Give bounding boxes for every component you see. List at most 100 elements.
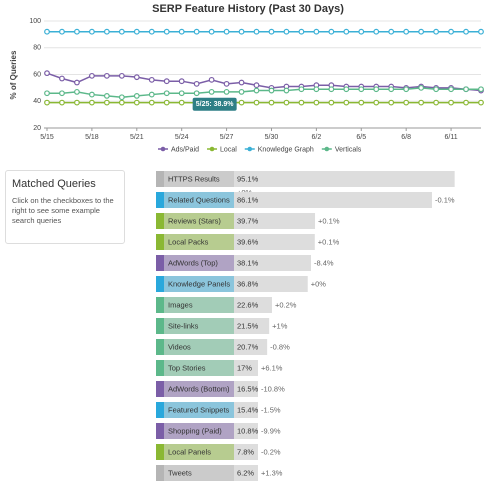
point	[133, 92, 140, 99]
point	[88, 91, 95, 98]
point	[163, 99, 170, 106]
feature-share: 39.6%	[237, 237, 259, 246]
legend-item: Verticals	[321, 146, 362, 153]
feature-name: Site-links	[168, 321, 199, 330]
feature-bar	[156, 318, 270, 334]
feature-change: -10.8%	[261, 384, 285, 393]
y-axis-label: % of Queries	[9, 50, 18, 99]
point	[103, 92, 110, 99]
point	[44, 99, 50, 106]
tooltip-text: 5/25: 38.9%	[196, 101, 235, 108]
feature-label-bg	[164, 465, 234, 481]
feature-change: -0.2%	[261, 447, 281, 456]
feature-change: +0.1%	[318, 216, 340, 225]
point	[193, 28, 200, 35]
y-tick-label: 80	[33, 45, 41, 52]
feature-checkbox[interactable]	[156, 192, 164, 208]
feature-change: +1%	[272, 321, 288, 330]
x-tick-label: 5/27	[220, 134, 234, 141]
point	[313, 28, 320, 35]
legend-marker	[247, 146, 253, 152]
feature-checkbox[interactable]	[156, 234, 164, 250]
point	[74, 88, 80, 95]
feature-name: Related Questions	[168, 195, 230, 204]
point	[463, 86, 469, 93]
feature-share: 39.7%	[237, 216, 259, 225]
point	[418, 28, 425, 35]
point	[463, 99, 469, 106]
feature-checkbox[interactable]	[156, 318, 164, 334]
feature-change: -9.9%	[261, 426, 281, 435]
point	[118, 72, 125, 79]
feature-change: +6.1%	[261, 363, 283, 372]
feature-bar	[156, 276, 308, 292]
feature-change: +1.3%	[261, 468, 283, 477]
point	[208, 76, 215, 83]
point	[208, 88, 215, 95]
feature-name: Featured Snippets	[168, 405, 230, 414]
panel-title: Matched Queries	[12, 178, 96, 190]
feature-label-bg	[164, 360, 234, 376]
feature-checkbox[interactable]	[156, 360, 164, 376]
feature-bar	[156, 423, 258, 439]
feature-share: 15.4%	[237, 405, 259, 414]
point	[433, 28, 440, 35]
feature-label-bg	[164, 423, 234, 439]
point	[163, 90, 170, 97]
point	[448, 28, 454, 35]
feature-change: -0.8%	[270, 342, 290, 351]
legend-label: Ads/Paid	[171, 146, 199, 153]
feature-checkbox[interactable]	[156, 381, 164, 397]
point	[298, 86, 305, 93]
point	[313, 99, 320, 106]
feature-change: -1.5%	[261, 405, 281, 414]
feature-checkbox[interactable]	[156, 402, 164, 418]
point	[238, 88, 245, 95]
point	[403, 99, 410, 106]
feature-bar	[156, 255, 312, 271]
point	[223, 80, 230, 87]
point	[238, 99, 245, 106]
point	[148, 91, 155, 98]
feature-name: Knowledge Panels	[168, 279, 230, 288]
point	[343, 28, 350, 35]
feature-label-bg	[164, 171, 234, 187]
point	[373, 86, 380, 93]
feature-bar	[156, 444, 258, 460]
feature-checkbox[interactable]	[156, 171, 164, 187]
point	[88, 99, 95, 106]
series-line	[47, 87, 481, 98]
feature-label-bg	[164, 276, 234, 292]
point	[403, 28, 410, 35]
point	[268, 99, 275, 106]
point	[59, 75, 65, 82]
feature-checkbox[interactable]	[156, 444, 164, 460]
feature-checkbox[interactable]	[156, 276, 164, 292]
feature-checkbox[interactable]	[156, 255, 164, 271]
y-tick-label: 60	[33, 71, 41, 78]
point	[223, 88, 230, 95]
feature-checkbox[interactable]	[156, 297, 164, 313]
point	[358, 99, 365, 106]
point	[463, 28, 469, 35]
feature-name: AdWords (Top)	[168, 258, 218, 267]
feature-bar	[156, 297, 272, 313]
feature-change: -0.1%	[435, 195, 455, 204]
feature-share: 17%	[237, 363, 252, 372]
feature-checkbox[interactable]	[156, 339, 164, 355]
point	[103, 72, 110, 79]
feature-checkbox[interactable]	[156, 213, 164, 229]
feature-checkbox[interactable]	[156, 465, 164, 481]
feature-change: -8.4%	[314, 258, 334, 267]
feature-share: 95.1%	[237, 174, 259, 183]
x-tick-label: 5/15	[40, 134, 54, 141]
feature-share: 21.5%	[237, 321, 259, 330]
point	[478, 86, 484, 93]
feature-checkbox[interactable]	[156, 423, 164, 439]
chart-title: SERP Feature History (Past 30 Days)	[152, 3, 344, 15]
feature-bar	[156, 360, 258, 376]
side-panel: Matched Queries Click on the checkboxes …	[5, 170, 125, 244]
point	[418, 99, 425, 106]
feature-bar	[156, 192, 432, 208]
point	[373, 28, 380, 35]
